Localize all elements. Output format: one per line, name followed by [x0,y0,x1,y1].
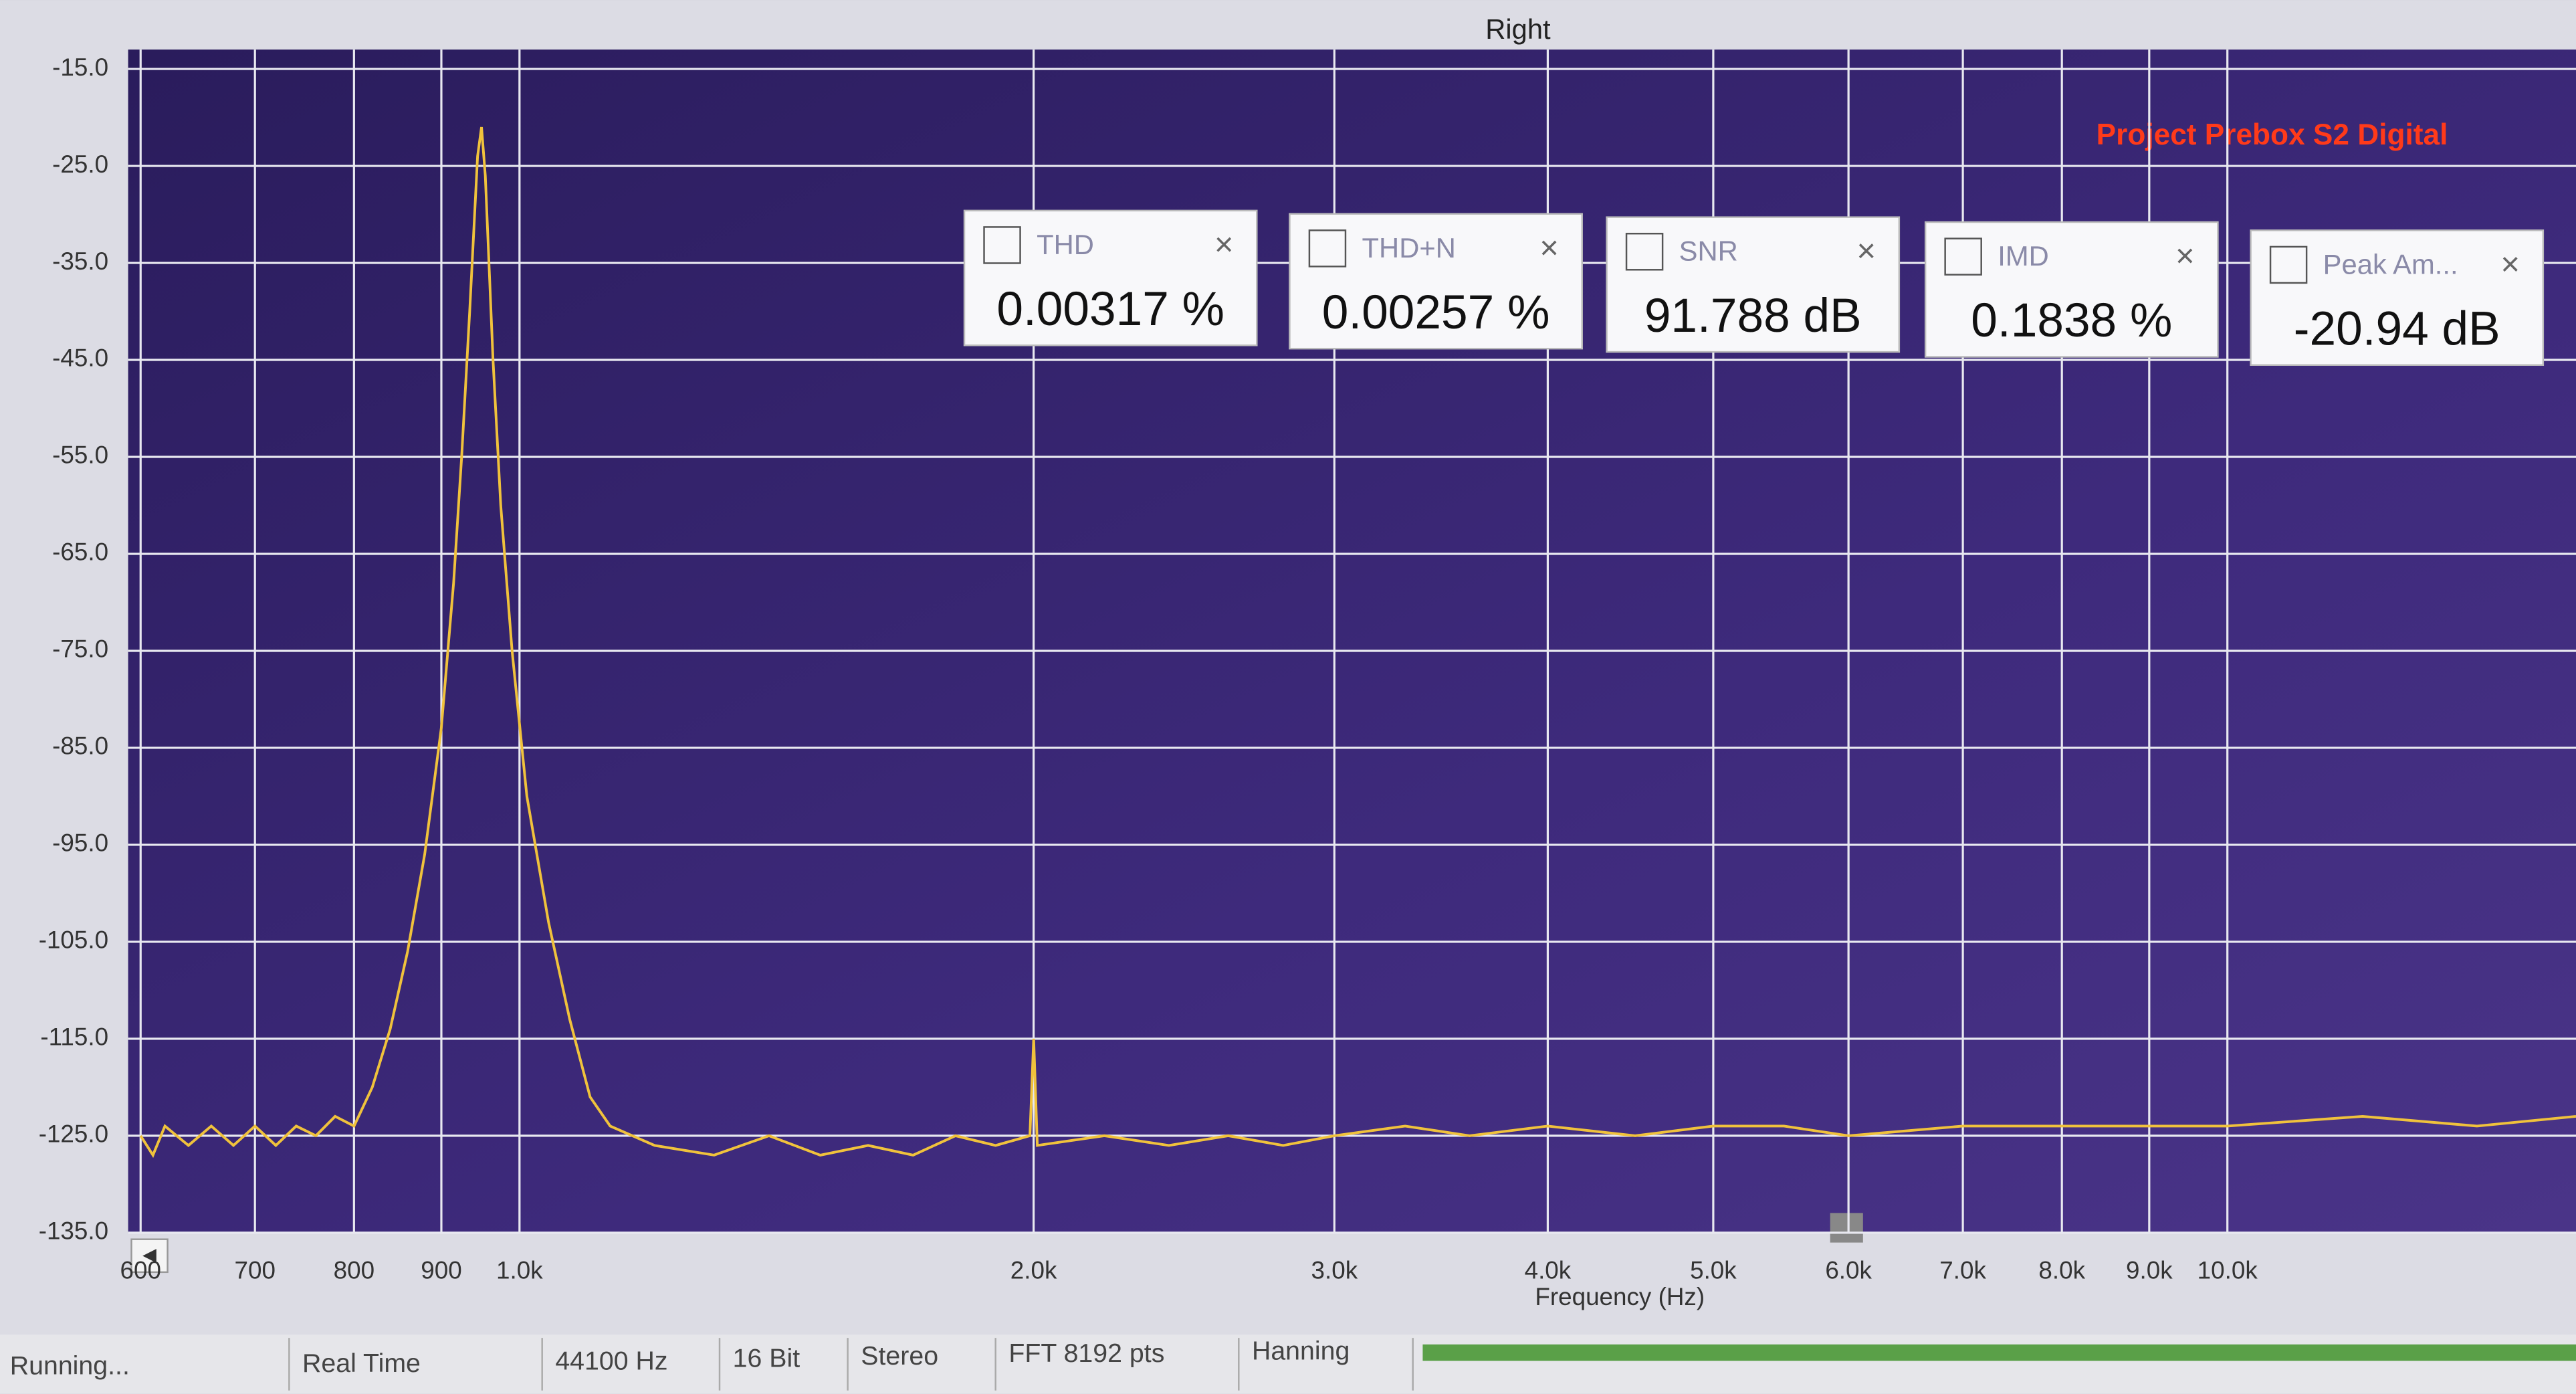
meter-card: THD+N × 0.00257 % [1289,213,1583,350]
meter-name: IMD [1998,240,2049,272]
meter-value: -20.94 dB [2294,302,2500,355]
y-tick-label: -105.0 [39,926,108,954]
scroll-thumb[interactable] [1830,1213,1863,1243]
meter-name: Peak Am... [2323,248,2458,280]
y-tick-label: -75.0 [52,635,108,663]
meter-close[interactable]: × [2500,246,2520,282]
meter-value: 0.00317 % [996,283,1224,336]
status-item: 44100 Hz [555,1346,667,1375]
x-tick-label: 4.0k [1525,1257,1572,1284]
scroll-arrow: ◀ [142,1244,156,1264]
x-tick-label: 700 [235,1257,276,1284]
annotation: Project Prebox S2 Digital [2097,118,2448,151]
x-tick-label: 5.0k [1690,1257,1737,1284]
meter-card: IMD ×0.1838 % [1924,221,2219,358]
status-item: FFT 8192 pts [1008,1338,1164,1368]
y-tick-label: -115.0 [40,1023,108,1051]
meter-pause-icon[interactable] [1308,229,1347,268]
meter-close[interactable]: × [1539,230,1559,266]
scroll-left-button[interactable] [130,1238,169,1274]
meter-bg [1289,213,1583,350]
x-tick-label: 3.0k [1311,1257,1358,1284]
meter-card: Peak Am... ×-20.94 dB [2250,229,2545,366]
status-item: Running... [10,1351,130,1381]
y-tick-label: -55.0 [52,441,108,469]
meter-bg [1924,221,2219,358]
status-item: 16 Bit [733,1344,800,1373]
meter-pause-icon[interactable] [1944,237,1982,276]
x-tick-label: 6.0k [1825,1257,1872,1284]
y-tick-label: -65.0 [52,538,108,566]
status-item: Stereo [861,1341,938,1371]
x-tick-label: 8.0k [2038,1257,2085,1284]
x-tick-label: 600 [120,1257,161,1284]
meter-name: THD+N [1362,232,1456,264]
meter-value: 0.00257 % [1322,286,1550,339]
meter-bg [963,209,1258,346]
meter-value: 0.1838 % [1971,294,2172,347]
meter-bg [2250,229,2545,366]
status-item: Hanning [1252,1336,1350,1366]
y-tick-label: -45.0 [52,344,108,372]
meter-close[interactable]: × [1214,227,1234,263]
meter-bg [1606,216,1901,353]
meter-pause-icon[interactable] [2269,245,2308,284]
meter-close[interactable]: × [2175,238,2195,274]
x-tick-label: 800 [334,1257,374,1284]
y-tick-label: -125.0 [39,1120,108,1148]
spectrum-line [139,126,2576,1159]
y-tick-label: -25.0 [52,151,108,178]
y-tick-label: -15.0 [52,54,108,81]
x-tick-label: 1.0k [496,1257,543,1284]
y-tick-label: -135.0 [39,1217,108,1245]
level-meter [1422,1344,2576,1361]
x-tick-label: 2.0k [1010,1257,1057,1284]
meter-value: 91.788 dB [1644,290,1862,342]
x-axis-label: Frequency (Hz) [1535,1283,1705,1310]
meter-close[interactable]: × [1856,233,1876,270]
x-tick-label: 10.0k [2197,1257,2258,1284]
meter-name: THD [1037,229,1094,260]
y-tick-label: -85.0 [52,732,108,760]
x-tick-label: 7.0k [1939,1257,1986,1284]
meter-card: SNR × 91.788 dB [1606,216,1901,353]
meter-card: THD × 0.00317 % [963,209,1258,346]
status-item: Real Time [302,1349,421,1378]
x-tick-label: 9.0k [2126,1257,2173,1284]
meter-pause-icon[interactable] [1625,233,1664,271]
chart-title: Right [1485,13,1551,45]
meter-pause-icon[interactable] [983,226,1021,264]
meter-name: SNR [1679,235,1738,267]
x-tick-label: 900 [421,1257,461,1284]
y-tick-label: -35.0 [52,247,108,275]
y-tick-label: -95.0 [52,829,108,857]
